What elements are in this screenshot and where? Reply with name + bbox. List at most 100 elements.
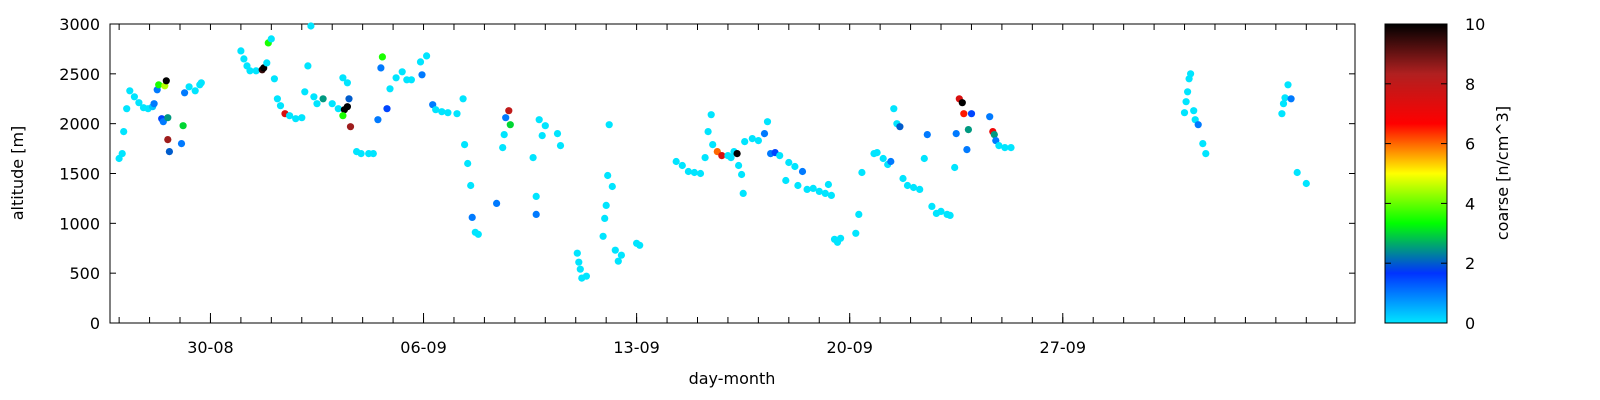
data-point (345, 95, 353, 103)
data-point (438, 108, 446, 116)
data-point (873, 149, 881, 157)
data-point (1293, 168, 1301, 177)
data-point (1302, 179, 1310, 188)
data-point (339, 74, 347, 82)
colorbar-tick-label: 8 (1465, 75, 1475, 94)
data-point (684, 167, 693, 176)
data-point (1190, 107, 1198, 115)
data-point (298, 114, 306, 122)
colorbar-tick-label: 4 (1465, 194, 1475, 213)
data-point (374, 116, 382, 124)
data-point (392, 74, 400, 82)
data-point (803, 185, 811, 193)
data-point (416, 58, 425, 66)
data-point (319, 95, 327, 103)
plot-border (109, 23, 1356, 324)
data-point (946, 211, 954, 219)
data-point (827, 191, 836, 199)
data-point (240, 55, 248, 63)
data-point (967, 110, 976, 118)
data-point (1182, 98, 1190, 106)
data-point (727, 154, 735, 162)
data-point (162, 77, 170, 85)
data-point (1199, 140, 1207, 148)
data-point (858, 168, 866, 177)
data-point (506, 121, 514, 129)
data-point (237, 47, 245, 55)
data-point (334, 105, 342, 113)
data-point (378, 53, 386, 61)
data-point (879, 154, 887, 163)
data-point (535, 116, 543, 124)
data-point (890, 105, 898, 113)
data-point (181, 89, 189, 97)
data-point (1279, 100, 1288, 108)
colorbar-tick-label: 2 (1465, 254, 1475, 273)
data-point (386, 85, 394, 93)
data-point (1278, 110, 1286, 118)
data-point (785, 158, 793, 167)
x-axis-label: day-month (689, 369, 776, 388)
data-point (576, 265, 584, 273)
data-point (179, 122, 187, 130)
data-point (928, 202, 936, 210)
data-point (301, 88, 309, 96)
data-point (852, 229, 860, 237)
data-point (821, 189, 829, 197)
data-point (328, 100, 336, 108)
data-point (357, 150, 365, 158)
data-point (782, 176, 790, 185)
data-point (532, 210, 540, 218)
data-point (614, 257, 622, 265)
data-point (696, 169, 705, 178)
data-point (920, 154, 928, 163)
data-point (837, 234, 845, 242)
data-point (602, 201, 610, 209)
data-point (418, 71, 426, 79)
y-tick-label: 2000 (59, 115, 100, 134)
data-point (197, 79, 205, 87)
data-point (292, 115, 300, 123)
data-point (529, 154, 537, 162)
x-tick-label: 06-09 (400, 338, 447, 357)
data-point (1284, 81, 1292, 89)
data-point (267, 35, 275, 43)
data-point (672, 157, 680, 166)
data-point (690, 168, 699, 177)
data-point (310, 93, 318, 101)
data-point (678, 161, 686, 170)
x-tick-label: 13-09 (613, 338, 660, 357)
data-point (461, 141, 469, 149)
y-tick-label: 1000 (59, 214, 100, 233)
data-point (776, 152, 784, 160)
data-point (604, 171, 612, 180)
x-tick-label: 30-08 (187, 338, 234, 357)
data-point (739, 189, 747, 197)
data-point (474, 230, 482, 238)
data-point (741, 138, 749, 146)
y-tick-label: 2500 (59, 65, 100, 84)
data-point (1187, 70, 1195, 78)
data-point (608, 182, 616, 191)
data-point (343, 103, 351, 111)
colorbar-gradient (1384, 23, 1448, 324)
data-point (468, 213, 476, 221)
y-axis-label: altitude [m] (8, 126, 27, 221)
data-point (398, 68, 406, 76)
x-tick-label: 20-09 (826, 338, 873, 357)
data-point (464, 159, 472, 168)
data-point (135, 99, 143, 107)
data-point (459, 95, 467, 103)
data-point (896, 123, 904, 131)
data-point (165, 148, 173, 156)
data-point (130, 93, 138, 101)
data-point (541, 122, 549, 130)
data-point (423, 52, 431, 60)
data-point (383, 105, 391, 113)
data-point (573, 249, 581, 257)
data-point (760, 130, 769, 138)
data-point (369, 150, 377, 158)
colorbar-tick-label: 0 (1465, 314, 1475, 333)
data-point (286, 112, 294, 120)
